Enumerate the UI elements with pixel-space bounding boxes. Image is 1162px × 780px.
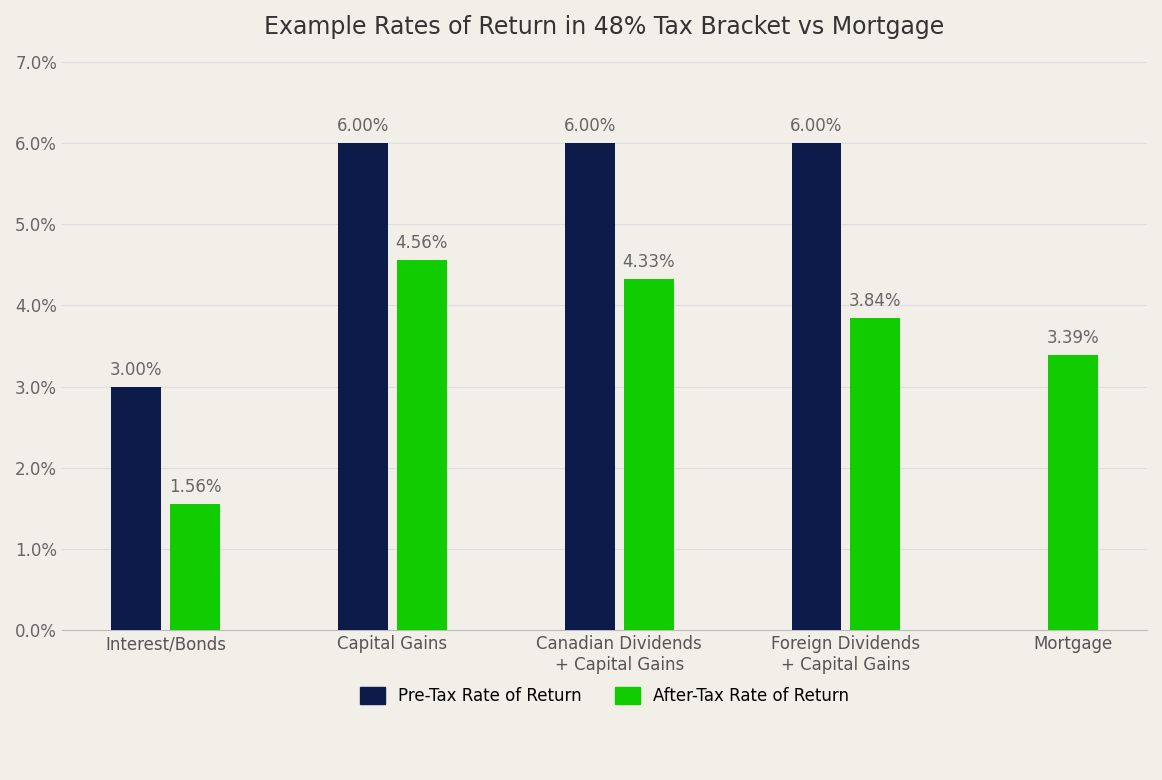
Bar — [1048, 355, 1098, 630]
Text: 6.00%: 6.00% — [337, 117, 389, 135]
Text: 6.00%: 6.00% — [790, 117, 842, 135]
Text: 3.39%: 3.39% — [1047, 329, 1099, 347]
Text: 4.56%: 4.56% — [396, 234, 449, 252]
Text: 1.56%: 1.56% — [168, 477, 221, 495]
Bar — [851, 318, 901, 630]
Text: 4.33%: 4.33% — [623, 253, 675, 271]
Title: Example Rates of Return in 48% Tax Bracket vs Mortgage: Example Rates of Return in 48% Tax Brack… — [264, 15, 945, 39]
Bar — [170, 504, 220, 630]
Legend: Pre-Tax Rate of Return, After-Tax Rate of Return: Pre-Tax Rate of Return, After-Tax Rate o… — [351, 679, 858, 713]
Text: 6.00%: 6.00% — [564, 117, 616, 135]
Bar — [565, 143, 615, 630]
Bar — [397, 260, 447, 630]
Bar — [338, 143, 388, 630]
Bar — [791, 143, 841, 630]
Bar — [624, 278, 674, 630]
Bar — [112, 387, 162, 630]
Text: 3.84%: 3.84% — [849, 292, 902, 310]
Text: 3.00%: 3.00% — [110, 360, 163, 378]
